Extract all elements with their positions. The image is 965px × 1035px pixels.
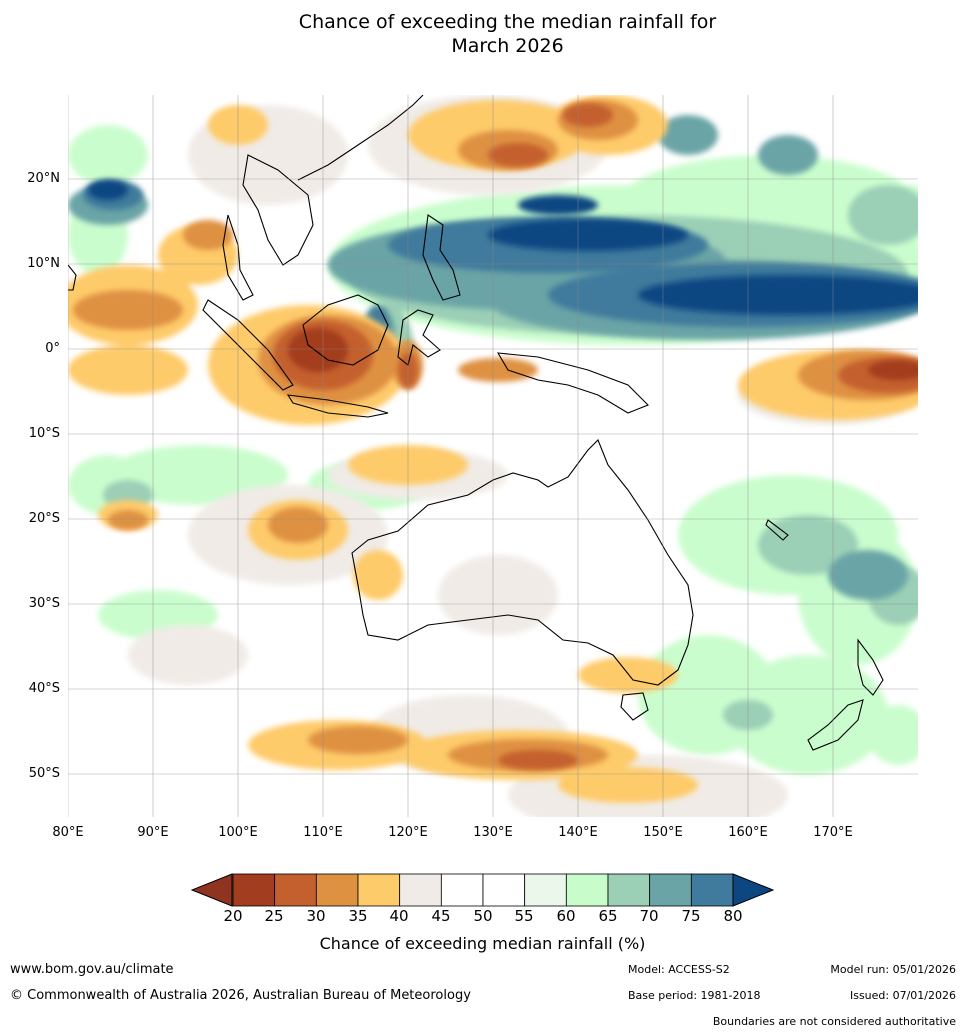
lat-label-0: 0° [45,341,60,356]
colorbar-tick-75: 75 [681,907,701,925]
colorbar-cell-20 [232,873,276,907]
lon-label-120e: 120°E [388,825,428,840]
colorbar-cell-70 [649,873,692,907]
new-caledonia [765,519,789,541]
colorbar-tick-70: 70 [639,907,659,925]
footer-issued: Issued: 07/01/2026 [849,989,956,1002]
colorbar-cells [232,873,734,907]
sumatra-coast [202,299,294,391]
new-guinea-coast [496,352,649,414]
wet-darkblue-zones [88,180,918,358]
rainfall-map [68,95,918,817]
colorbar-tick-65: 65 [598,907,618,925]
lon-label-110e: 110°E [303,825,343,840]
lon-label-150e: 150°E [643,825,683,840]
indochina-coast [242,154,314,266]
map-title: Chance of exceeding the median rainfall … [0,10,965,58]
colorbar-cell-50 [482,873,526,907]
map-title-line1: Chance of exceeding the median rainfall … [298,11,717,33]
lat-label-20n: 20°N [27,171,60,186]
colorbar-tick-35: 35 [348,907,368,925]
colorbar-tick-30: 30 [306,907,326,925]
colorbar-tick-45: 45 [431,907,451,925]
lon-label-80e: 80°E [52,825,84,840]
lat-label-20s: 20°S [28,511,60,526]
lon-label-90e: 90°E [137,825,169,840]
footer-base-period: Base period: 1981-2018 [628,989,761,1002]
map-title-line2: March 2026 [451,35,564,57]
colorbar-tick-20: 20 [223,907,243,925]
colorbar-cell-35 [357,873,401,907]
tasmania-coast [620,692,649,721]
lon-label-160e: 160°E [728,825,768,840]
lat-label-10n: 10°N [27,256,60,271]
philippines-coast [422,214,461,301]
colorbar-tick-80: 80 [723,907,743,925]
colorbar-tick-55: 55 [514,907,534,925]
lat-label-10s: 10°S [28,426,60,441]
lat-label-50s: 50°S [28,766,60,781]
lat-label-40s: 40°S [28,681,60,696]
colorbar-cell-55 [524,873,567,907]
australia-coast [351,439,694,686]
colorbar-cell-75 [690,873,734,907]
sri-lanka [68,264,77,291]
lon-label-140e: 140°E [558,825,598,840]
lon-label-170e: 170°E [813,825,853,840]
lon-label-130e: 130°E [473,825,513,840]
colorbar-cell-45 [440,873,484,907]
footer-model-run: Model run: 05/01/2026 [830,963,956,976]
colorbar-cell-40 [399,873,442,907]
borneo-coast [302,294,389,366]
footer-copyright: © Commonwealth of Australia 2026, Austra… [10,988,471,1003]
colorbar-tick-40: 40 [389,907,409,925]
map-canvas [68,95,918,817]
new-zealand-north [857,638,884,696]
colorbar-cell-25 [274,873,317,907]
footer-website: www.bom.gov.au/climate [10,962,174,977]
lat-label-30s: 30°S [28,596,60,611]
graticule [68,95,918,817]
sulawesi-coast [397,309,441,366]
footer-disclaimer: Boundaries are not considered authoritat… [712,1015,956,1028]
colorbar-tick-50: 50 [473,907,493,925]
colorbar [190,873,775,907]
colorbar-cell-60 [565,873,609,907]
colorbar-tick-60: 60 [556,907,576,925]
colorbar-over-arrow [732,873,775,907]
colorbar-label: Chance of exceeding median rainfall (%) [319,934,646,953]
java-coast [286,394,389,418]
colorbar-under-arrow [190,873,233,907]
colorbar-cell-65 [607,873,651,907]
colorbar-cell-30 [315,873,359,907]
malay-peninsula-coast [222,214,254,301]
lon-label-100e: 100°E [218,825,258,840]
colorbar-tick-25: 25 [264,907,284,925]
new-zealand-south [807,699,864,751]
footer-model: Model: ACCESS-S2 [628,963,730,976]
coastlines [68,95,884,751]
